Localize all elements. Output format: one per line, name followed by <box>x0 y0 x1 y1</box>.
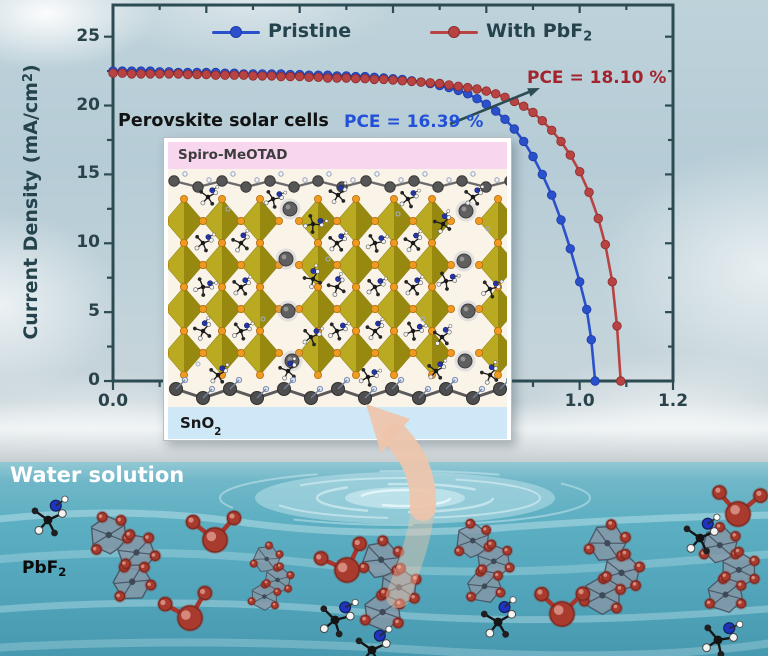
y-tick-label: 10 <box>76 232 100 253</box>
pce-annotation-with-pbf2: PCE = 18.10 % <box>527 68 667 88</box>
x-tick-label: 0.0 <box>97 391 129 411</box>
legend-label-pristine: Pristine <box>268 20 352 42</box>
legend-dot <box>230 26 242 39</box>
legend-dot <box>448 26 460 39</box>
pce-annotation-pristine: PCE = 16.39 % <box>344 112 484 132</box>
x-tick-label: 1.0 <box>564 391 595 411</box>
legend-swatch-with-pbf2 <box>430 26 478 39</box>
y-axis-title: Current Density (mA/cm2) <box>20 64 42 340</box>
y-tick-label: 15 <box>76 163 100 184</box>
legend-item-pristine: Pristine <box>212 20 351 44</box>
legend-swatch-pristine <box>212 26 260 39</box>
legend-item-with-pbf2: With PbF2 <box>430 20 592 44</box>
y-tick-label: 25 <box>76 25 100 46</box>
device-type-label: Perovskite solar cells <box>118 111 329 131</box>
device-structure-inset: Spiro-MeOTAD <box>163 137 512 441</box>
water-solution-label: Water solution <box>10 463 185 487</box>
perovskite-crystal-illustration <box>168 169 507 407</box>
y-tick-label: 20 <box>76 94 100 115</box>
sno2-layer: SnO2 <box>168 407 507 439</box>
pbf2-molecule-label: PbF2 <box>22 558 67 580</box>
water-background <box>0 462 768 656</box>
y-tick-label: 5 <box>88 301 100 322</box>
x-tick-label: 1.2 <box>657 391 689 411</box>
y-tick-label: 0 <box>88 370 100 390</box>
legend-label-with-pbf2: With PbF2 <box>486 20 593 45</box>
spiro-meotad-layer: Spiro-MeOTAD <box>168 142 507 169</box>
